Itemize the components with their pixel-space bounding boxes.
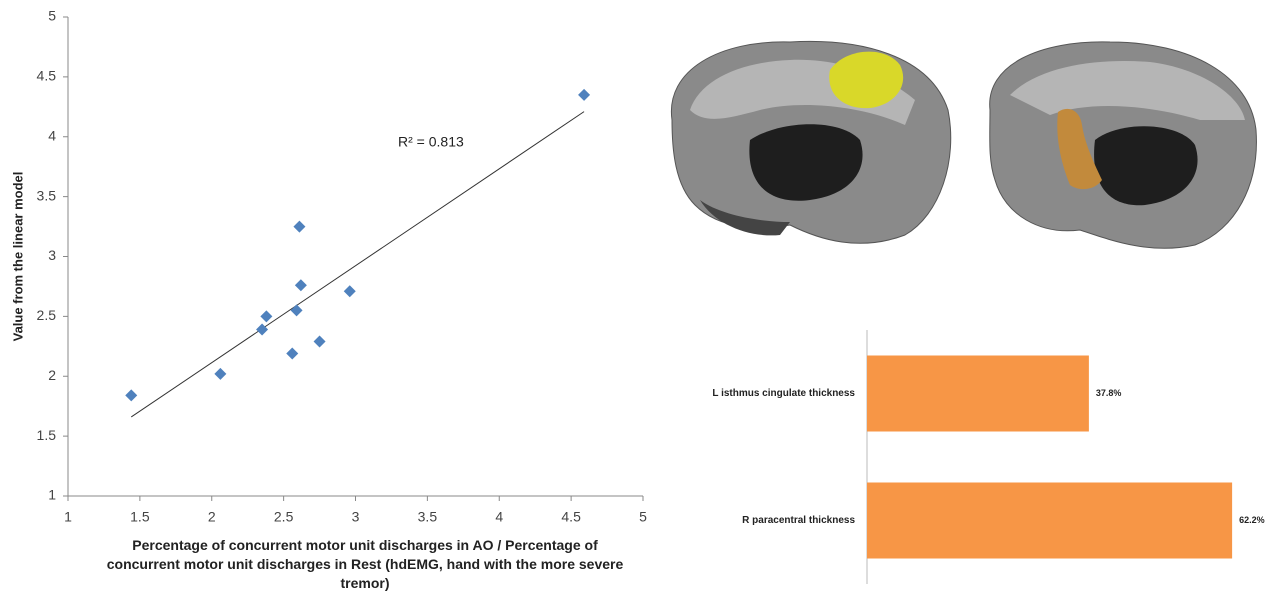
y-tick-label: 4: [48, 127, 56, 143]
point: [293, 221, 305, 233]
bar: [867, 483, 1232, 559]
point: [295, 279, 307, 291]
trend-line: [131, 112, 584, 417]
brain-left: [671, 41, 950, 243]
category-label: L isthmus cingulate thickness: [712, 388, 855, 399]
x-tick-label: 1.5: [130, 509, 150, 525]
figure: 1 1.5 2 2.5 3 3.5 4 4.5 5 1 1.5 2 2.5 3 3.5 4 4.5 5 R² = 0…: [0, 0, 1276, 595]
x-tick-label: 4: [495, 509, 503, 525]
point: [314, 336, 326, 348]
annotation: R² = 0.813: [398, 134, 464, 150]
x-tick-label: 3: [352, 509, 360, 525]
point: [260, 310, 272, 322]
bar: [867, 356, 1089, 432]
y-tick-label: 5: [48, 8, 56, 24]
point: [125, 389, 137, 401]
x-tick-label: 1: [64, 509, 72, 525]
point: [291, 304, 303, 316]
value-label: 62.2%: [1239, 515, 1265, 525]
y-tick-label: 3.5: [37, 187, 57, 203]
point: [214, 368, 226, 380]
x-tick-label: 2: [208, 509, 216, 525]
y-tick-label: 3: [48, 247, 56, 263]
point: [344, 285, 356, 297]
chart: 1 1.5 2 2.5 3 3.5 4 4.5 5 1 1.5 2 2.5 3 3.5 4 4.5 5 R² = 0…: [0, 0, 1276, 595]
category-label: R paracentral thickness: [742, 515, 855, 526]
x-tick-label: 2.5: [274, 509, 294, 525]
x-axis-label: Percentage of concurrent motor unit disc…: [100, 536, 630, 593]
x-tick-label: 4.5: [561, 509, 581, 525]
point: [578, 89, 590, 101]
value-label: 37.8%: [1096, 388, 1122, 398]
brain-right: [990, 42, 1257, 248]
y-tick-label: 2: [48, 367, 56, 383]
x-tick-label: 3.5: [418, 509, 438, 525]
y-tick-label: 1: [48, 487, 56, 503]
x-tick-label: 5: [639, 509, 647, 525]
y-tick-label: 4.5: [37, 68, 57, 84]
y-tick-label: 2.5: [37, 307, 57, 323]
point: [286, 347, 298, 359]
y-axis-label: Value from the linear model: [10, 172, 25, 342]
y-tick-label: 1.5: [37, 427, 57, 443]
